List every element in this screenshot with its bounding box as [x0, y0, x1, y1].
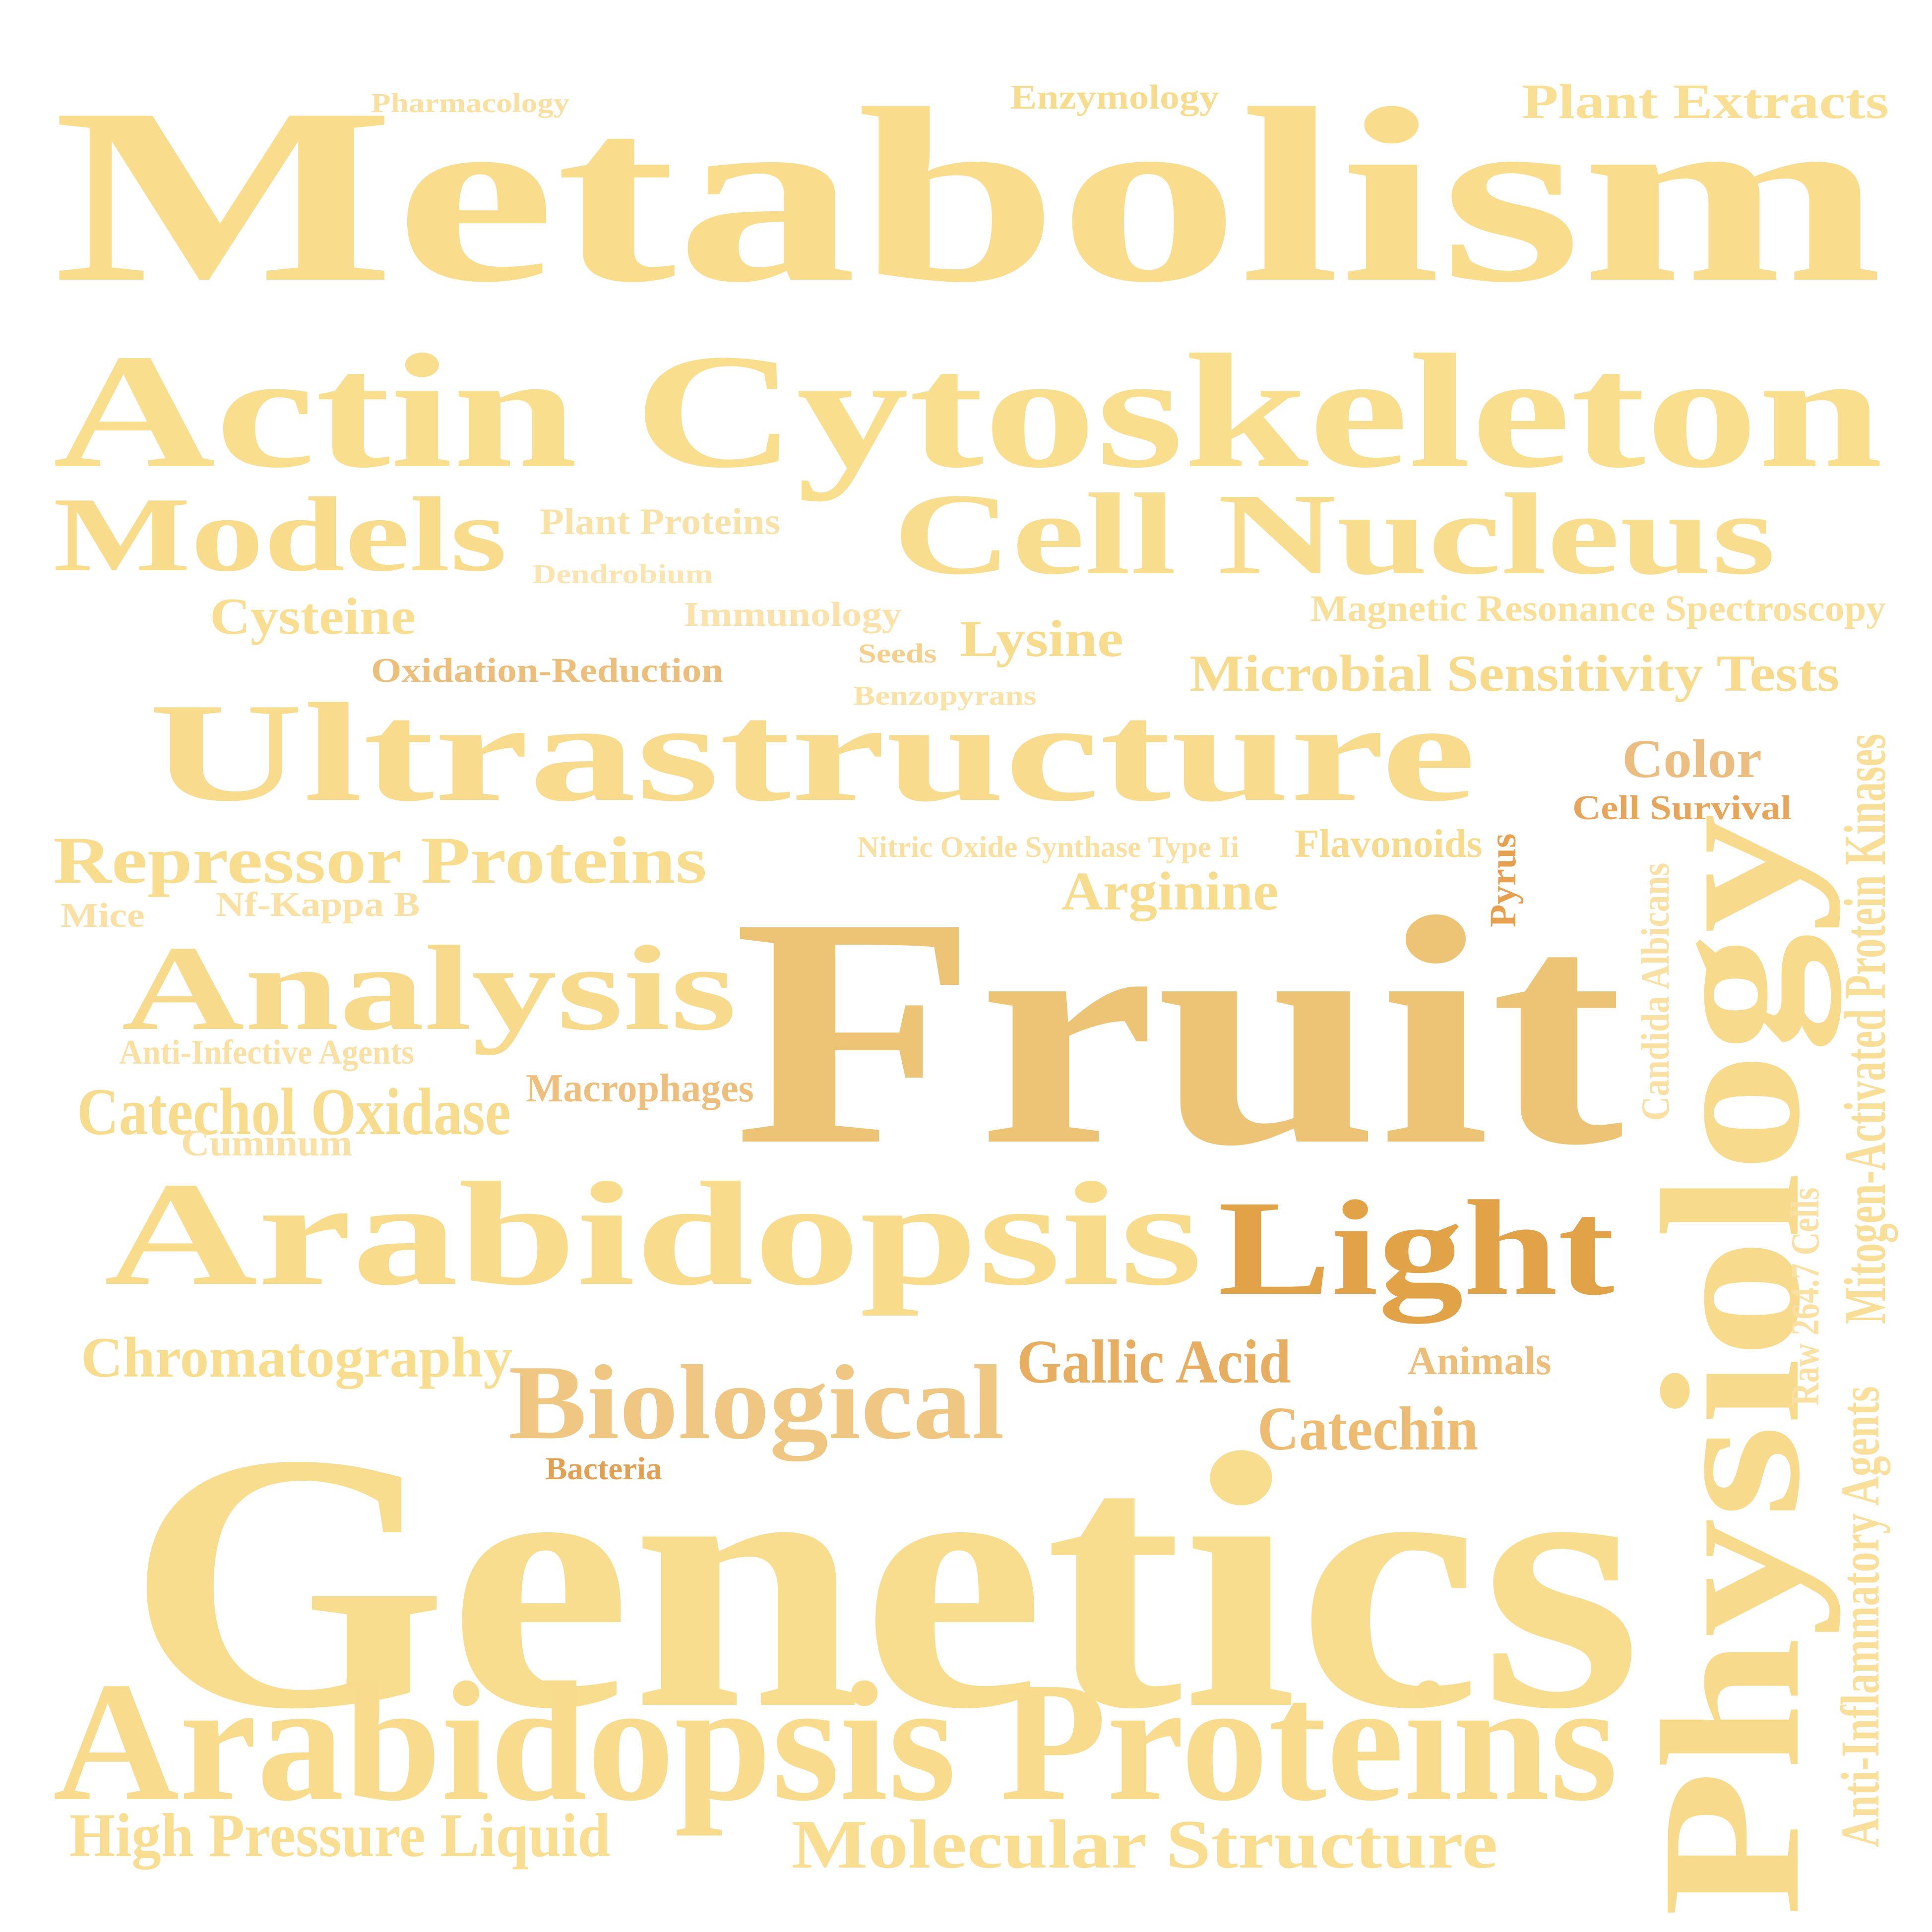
- word-cuminum: Cuminum: [181, 1123, 353, 1164]
- word-immunology: Immunology: [684, 596, 902, 634]
- word-anti-infective-agents: Anti-Infective Agents: [119, 1033, 414, 1072]
- word-analysis: Analysis: [122, 921, 737, 1055]
- word-actin-cytoskeleton: Actin Cytoskeleton: [53, 321, 1883, 502]
- word-arabidopsis-proteins: Arabidopsis Proteins: [53, 1647, 1618, 1836]
- word-gallic-acid: Gallic Acid: [1017, 1328, 1291, 1396]
- word-oxidation-reduction: Oxidation-Reduction: [371, 652, 724, 690]
- word-color: Color: [1622, 728, 1762, 789]
- word-arabidopsis: Arabidopsis: [104, 1151, 1203, 1316]
- word-magnetic-resonance-spectroscopy: Magnetic Resonance Spectroscopy: [1310, 588, 1886, 629]
- word-flavonoids: Flavonoids: [1295, 822, 1483, 866]
- word-plant-proteins: Plant Proteins: [540, 501, 780, 543]
- word-arginine: Arginine: [1061, 861, 1279, 921]
- word-models: Models: [53, 475, 507, 594]
- word-nf-kappa-b: Nf-Kappa B: [216, 886, 420, 924]
- word-genetics: Genetics: [126, 1379, 1642, 1785]
- word-cell-nucleus: Cell Nucleus: [893, 470, 1776, 599]
- word-ultrastructure: Ultrastructure: [149, 674, 1476, 831]
- word-microbial-sensitivity-tests: Microbial Sensitivity Tests: [1189, 644, 1840, 702]
- word-mitogen-activated-protein-kinases: Mitogen-Activated Protein Kinases: [1832, 733, 1898, 1324]
- word-chromatography: Chromatography: [81, 1326, 513, 1389]
- word-high-pressure-liquid: High Pressure Liquid: [69, 1802, 611, 1870]
- word-mice: Mice: [61, 897, 145, 935]
- word-anti-inflammatory-agents: Anti-Inflammatory Agents: [1830, 1386, 1890, 1847]
- word-seeds: Seeds: [858, 638, 937, 668]
- word-metabolism: Metabolism: [53, 57, 1883, 334]
- word-cell-survival: Cell Survival: [1572, 789, 1792, 827]
- word-enzymology: Enzymology: [1010, 78, 1219, 117]
- word-light: Light: [1218, 1173, 1615, 1324]
- word-plant-extracts: Plant Extracts: [1522, 74, 1889, 129]
- word-raw-264-7-cells: Raw 264.7 Cells: [1784, 1187, 1827, 1406]
- word-cysteine: Cysteine: [210, 587, 416, 645]
- word-benzopyrans: Benzopyrans: [853, 680, 1037, 711]
- word-nitric-oxide-synthase-type-ii: Nitric Oxide Synthase Type Ii: [857, 831, 1239, 863]
- word-lysine: Lysine: [960, 609, 1123, 667]
- word-animals: Animals: [1408, 1339, 1552, 1383]
- word-fruit: Fruit: [733, 850, 1624, 1212]
- word-repressor-proteins: Repressor Proteins: [53, 824, 707, 898]
- word-biological: Biological: [508, 1343, 1004, 1461]
- word-molecular-structure: Molecular Structure: [791, 1806, 1498, 1883]
- word-pharmacology: Pharmacology: [371, 88, 570, 118]
- word-bacteria: Bacteria: [546, 1451, 662, 1487]
- word-catechol-oxidase: Catechol Oxidase: [77, 1075, 511, 1149]
- word-dendrobium: Dendrobium: [532, 559, 713, 589]
- word-catechin: Catechin: [1257, 1395, 1479, 1463]
- word-macrophages: Macrophages: [526, 1067, 754, 1110]
